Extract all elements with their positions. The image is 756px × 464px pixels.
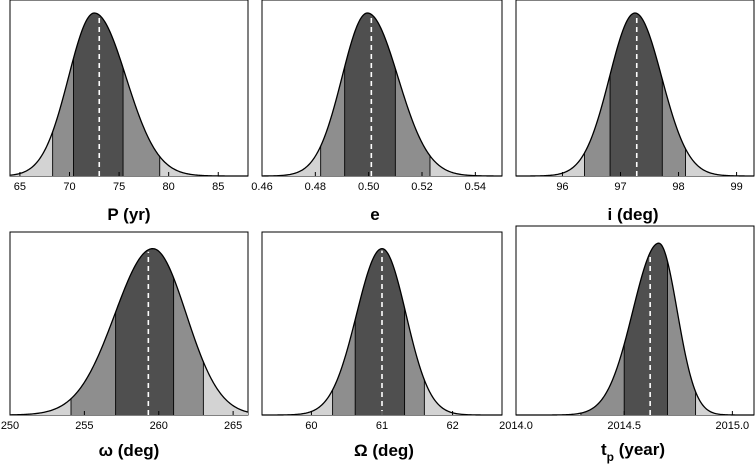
x-tick-label: 0.46 [251, 181, 272, 193]
sigma1-band [344, 13, 396, 176]
outer-band-left [10, 398, 71, 415]
panel-period: 65 70 75 80 85 P (yr) [9, 0, 249, 224]
outer-band-right [685, 148, 754, 176]
x-tick-label: 99 [730, 181, 742, 193]
sigma2-band-left [52, 58, 74, 176]
x-axis-label-main: t [601, 440, 607, 459]
density-curve [9, 12, 248, 177]
panel-arg-periapsis: 250 255 260 265 ω (deg) [1, 231, 249, 460]
x-tick-label: 61 [376, 420, 388, 432]
x-axis-label: Ω (deg) [354, 441, 414, 460]
sigma1-band [624, 243, 668, 415]
x-tick-label: 2014.5 [607, 420, 641, 432]
x-axis-label-symbol: ω [99, 441, 113, 460]
x-tick-label: 255 [75, 420, 93, 432]
sigma2-band-left [580, 344, 625, 415]
x-axis-label: tp (year) [601, 440, 665, 464]
density-curve [9, 247, 249, 416]
outer-band-left [262, 146, 321, 176]
sigma2-band-left [70, 312, 116, 415]
x-axis-label-sub: p [607, 450, 614, 464]
x-tick-label: 2014.0 [499, 420, 533, 432]
panel-periastron-time: 2014.0 2014.5 2015.0 tp (year) [499, 225, 755, 464]
sigma2-band-right [173, 277, 204, 415]
density-curve [262, 12, 502, 177]
x-tick-label: 0.48 [305, 181, 326, 193]
x-tick-label: 265 [224, 420, 242, 432]
x-tick-label: 260 [150, 420, 168, 432]
sigma1-band [115, 248, 174, 415]
x-axis-label: i (deg) [608, 205, 659, 224]
panel-inclination: 96 97 98 99 i (deg) [515, 0, 755, 224]
x-axis-label: e [370, 205, 379, 224]
x-axis-label: ω (deg) [99, 441, 160, 460]
x-tick-label: 97 [614, 181, 626, 193]
density-curve [516, 242, 754, 416]
x-tick-label: 0.50 [358, 181, 379, 193]
panel-ascending-node: 60 61 62 Ω (deg) [261, 231, 503, 460]
x-tick-label: 0.52 [411, 181, 432, 193]
x-tick-label: 85 [212, 181, 224, 193]
x-tick-label: 96 [556, 181, 568, 193]
sigma2-band-right [404, 308, 425, 415]
outer-band-right [203, 361, 248, 415]
sigma2-band-right [662, 79, 686, 176]
x-axis-label-unit: (deg) [113, 441, 159, 460]
x-tick-label: 75 [113, 181, 125, 193]
panel-eccentricity: 0.46 0.48 0.50 0.52 0.54 e [251, 0, 503, 224]
x-tick-label: 250 [1, 420, 19, 432]
x-tick-label: 0.54 [465, 181, 486, 193]
x-axis-label-symbol: Ω [354, 441, 368, 460]
x-tick-label: 65 [14, 181, 26, 193]
x-tick-label: 2015.0 [716, 420, 750, 432]
x-tick-label: 98 [672, 181, 684, 193]
density-curve [262, 247, 502, 416]
x-axis-label-unit: (year) [614, 440, 665, 459]
x-tick-label: 62 [446, 420, 458, 432]
outer-band-right [424, 379, 502, 415]
outer-band-left [516, 152, 585, 176]
sigma1-band [73, 13, 124, 177]
x-tick-label: 80 [163, 181, 175, 193]
outer-band-left [262, 389, 333, 415]
x-tick-label: 60 [305, 420, 317, 432]
outer-band-left [10, 131, 53, 176]
outer-band-right [695, 391, 754, 415]
x-tick-label: 70 [63, 181, 75, 193]
outer-band-left [516, 413, 581, 415]
density-curve [516, 12, 754, 177]
x-axis-label: P (yr) [107, 205, 150, 224]
x-axis-label-unit: (deg) [368, 441, 414, 460]
sigma1-band [355, 248, 405, 415]
sigma2-band-left [320, 66, 345, 176]
